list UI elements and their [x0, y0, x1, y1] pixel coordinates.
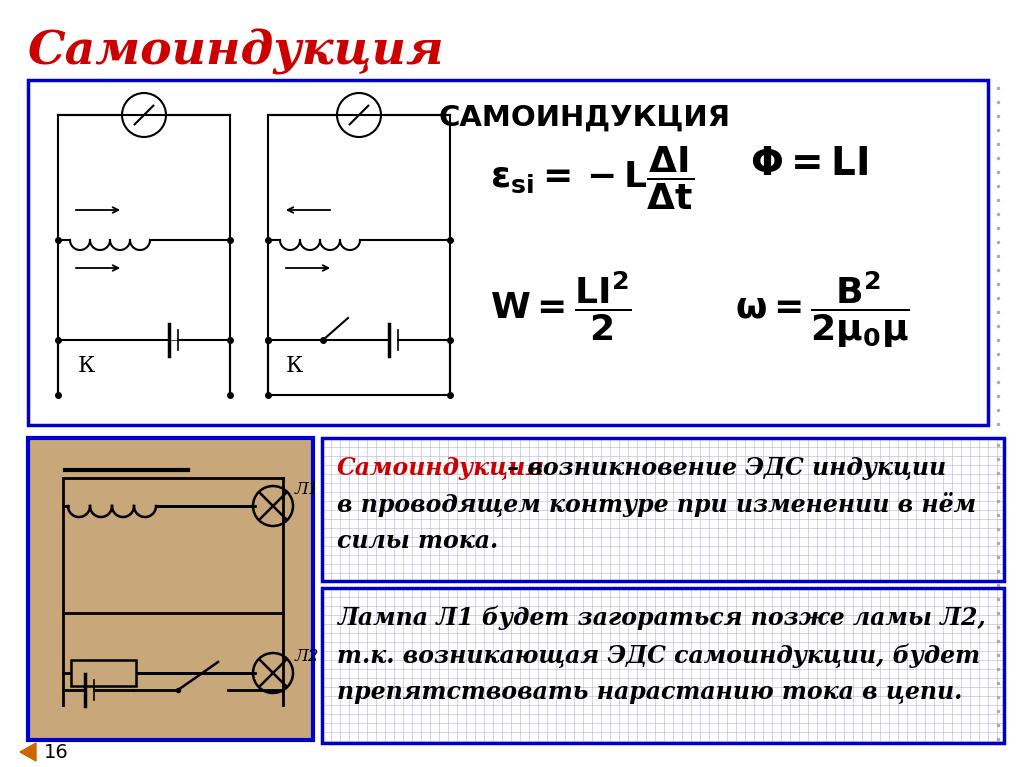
- Text: т.к. возникающая ЭДС самоиндукции, будет: т.к. возникающая ЭДС самоиндукции, будет: [337, 643, 980, 667]
- Text: Самоиндукция: Самоиндукция: [28, 29, 444, 75]
- Text: Лампа Л1 будет загораться позже ламы Л2,: Лампа Л1 будет загораться позже ламы Л2,: [337, 606, 986, 630]
- Text: – возникновение ЭДС индукции: – возникновение ЭДС индукции: [499, 456, 946, 480]
- Text: $\mathbf{W=\dfrac{LI^2}{2}}$: $\mathbf{W=\dfrac{LI^2}{2}}$: [490, 270, 632, 344]
- Text: $\mathbf{\Phi = LI}$: $\mathbf{\Phi = LI}$: [750, 145, 868, 183]
- FancyBboxPatch shape: [28, 80, 988, 425]
- Text: Самоиндукция: Самоиндукция: [337, 456, 545, 480]
- Text: К: К: [286, 355, 303, 377]
- Text: Л1: Л1: [295, 481, 319, 498]
- Text: САМОИНДУКЦИЯ: САМОИНДУКЦИЯ: [439, 104, 731, 132]
- Text: $\mathbf{\varepsilon_{si}=-L\dfrac{\Delta I}{\Delta t}}$: $\mathbf{\varepsilon_{si}=-L\dfrac{\Delt…: [490, 145, 694, 212]
- Bar: [71, 660, 136, 686]
- Text: К: К: [78, 355, 95, 377]
- Text: 16: 16: [44, 742, 69, 762]
- Polygon shape: [20, 743, 36, 761]
- Text: препятствовать нарастанию тока в цепи.: препятствовать нарастанию тока в цепи.: [337, 680, 963, 704]
- Text: $\mathbf{\omega=\dfrac{B^2}{2\mu_0\mu}}$: $\mathbf{\omega=\dfrac{B^2}{2\mu_0\mu}}$: [735, 270, 910, 351]
- Text: в проводящем контуре при изменении в нём: в проводящем контуре при изменении в нём: [337, 492, 976, 517]
- FancyBboxPatch shape: [28, 438, 313, 740]
- Text: силы тока.: силы тока.: [337, 529, 499, 553]
- Text: Л2: Л2: [295, 648, 319, 665]
